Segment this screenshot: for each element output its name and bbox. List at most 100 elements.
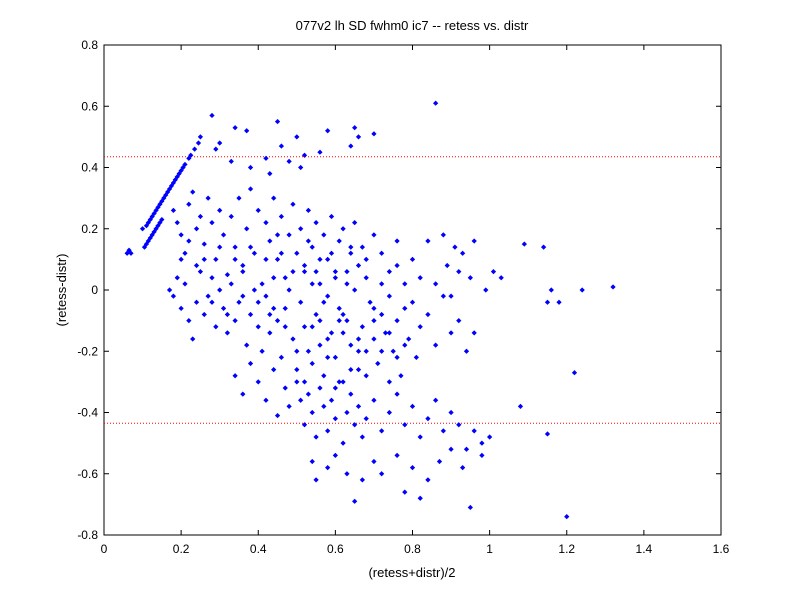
data-point <box>363 256 369 262</box>
data-point <box>548 287 554 293</box>
data-point <box>460 250 466 256</box>
data-point <box>344 281 350 287</box>
data-point <box>305 348 312 354</box>
data-point <box>209 220 215 226</box>
data-point <box>255 324 261 330</box>
data-point <box>193 226 200 232</box>
data-point <box>259 281 265 287</box>
data-point <box>190 189 196 195</box>
data-point <box>433 342 439 348</box>
data-point <box>282 324 288 330</box>
data-point <box>479 440 485 446</box>
y-tick-label: 0 <box>91 283 98 297</box>
data-point <box>317 281 323 287</box>
data-point <box>263 256 269 262</box>
data-point <box>217 140 223 146</box>
data-point <box>128 250 134 256</box>
data-point <box>244 226 250 232</box>
data-point <box>406 336 412 342</box>
data-point <box>197 213 204 220</box>
data-point <box>247 360 254 367</box>
data-point <box>165 189 171 195</box>
data-point <box>379 471 385 477</box>
data-point <box>274 256 281 262</box>
data-point <box>564 514 570 520</box>
data-point <box>149 213 155 220</box>
data-point <box>386 409 392 416</box>
data-point <box>517 403 524 409</box>
data-point <box>402 489 408 495</box>
y-tick-label: 0.2 <box>81 222 98 236</box>
data-point <box>540 244 547 250</box>
data-point <box>201 256 207 262</box>
data-point <box>321 299 327 305</box>
y-tick-label: -0.4 <box>77 406 98 420</box>
data-point <box>336 305 342 311</box>
data-point <box>282 275 288 281</box>
data-point <box>286 403 292 409</box>
data-point <box>193 299 200 305</box>
data-point <box>363 373 369 379</box>
data-point <box>371 318 377 324</box>
data-point <box>440 428 446 434</box>
data-point <box>460 465 466 471</box>
data-point <box>409 403 416 409</box>
data-point <box>147 235 153 241</box>
data-point <box>375 360 381 367</box>
data-point <box>390 348 396 354</box>
data-point <box>394 391 400 397</box>
data-point <box>452 244 458 250</box>
data-point <box>294 367 300 373</box>
data-point <box>153 226 159 232</box>
data-point <box>425 416 431 422</box>
data-point <box>290 201 296 207</box>
data-point <box>348 244 354 250</box>
data-point <box>521 241 527 247</box>
data-point <box>417 324 423 330</box>
data-point <box>263 293 269 299</box>
data-point <box>197 269 204 275</box>
data-point <box>379 281 385 287</box>
data-point <box>201 241 207 247</box>
data-point <box>355 262 362 269</box>
data-point <box>145 238 151 244</box>
x-tick-label: 1.2 <box>558 542 575 556</box>
x-tick-label: 0.4 <box>250 542 267 556</box>
data-point <box>363 416 369 422</box>
data-point <box>305 207 312 213</box>
data-point <box>348 342 354 348</box>
data-point <box>348 391 354 397</box>
data-point <box>309 281 315 287</box>
data-point <box>267 171 273 177</box>
data-point <box>282 385 288 391</box>
data-point <box>371 232 377 238</box>
data-point <box>352 125 358 131</box>
data-point <box>332 452 338 458</box>
data-point <box>471 330 477 336</box>
data-point <box>456 318 462 324</box>
data-point <box>180 164 186 171</box>
data-point <box>394 262 400 269</box>
data-point <box>317 149 323 155</box>
data-point <box>278 143 285 149</box>
data-point <box>340 226 346 232</box>
data-point <box>278 250 285 256</box>
x-tick-label: 0 <box>101 542 108 556</box>
data-point <box>247 164 254 171</box>
data-point <box>224 330 231 336</box>
data-point <box>456 422 462 428</box>
data-point <box>151 229 157 235</box>
data-point <box>490 269 497 275</box>
data-point <box>286 232 292 238</box>
data-point <box>170 293 177 299</box>
data-point <box>317 318 323 324</box>
data-point <box>220 305 227 311</box>
data-point <box>355 336 362 342</box>
data-point <box>448 446 454 452</box>
data-point <box>182 250 188 256</box>
data-point <box>471 428 477 434</box>
data-point <box>344 471 350 477</box>
data-point <box>286 158 292 164</box>
data-point <box>348 367 354 373</box>
